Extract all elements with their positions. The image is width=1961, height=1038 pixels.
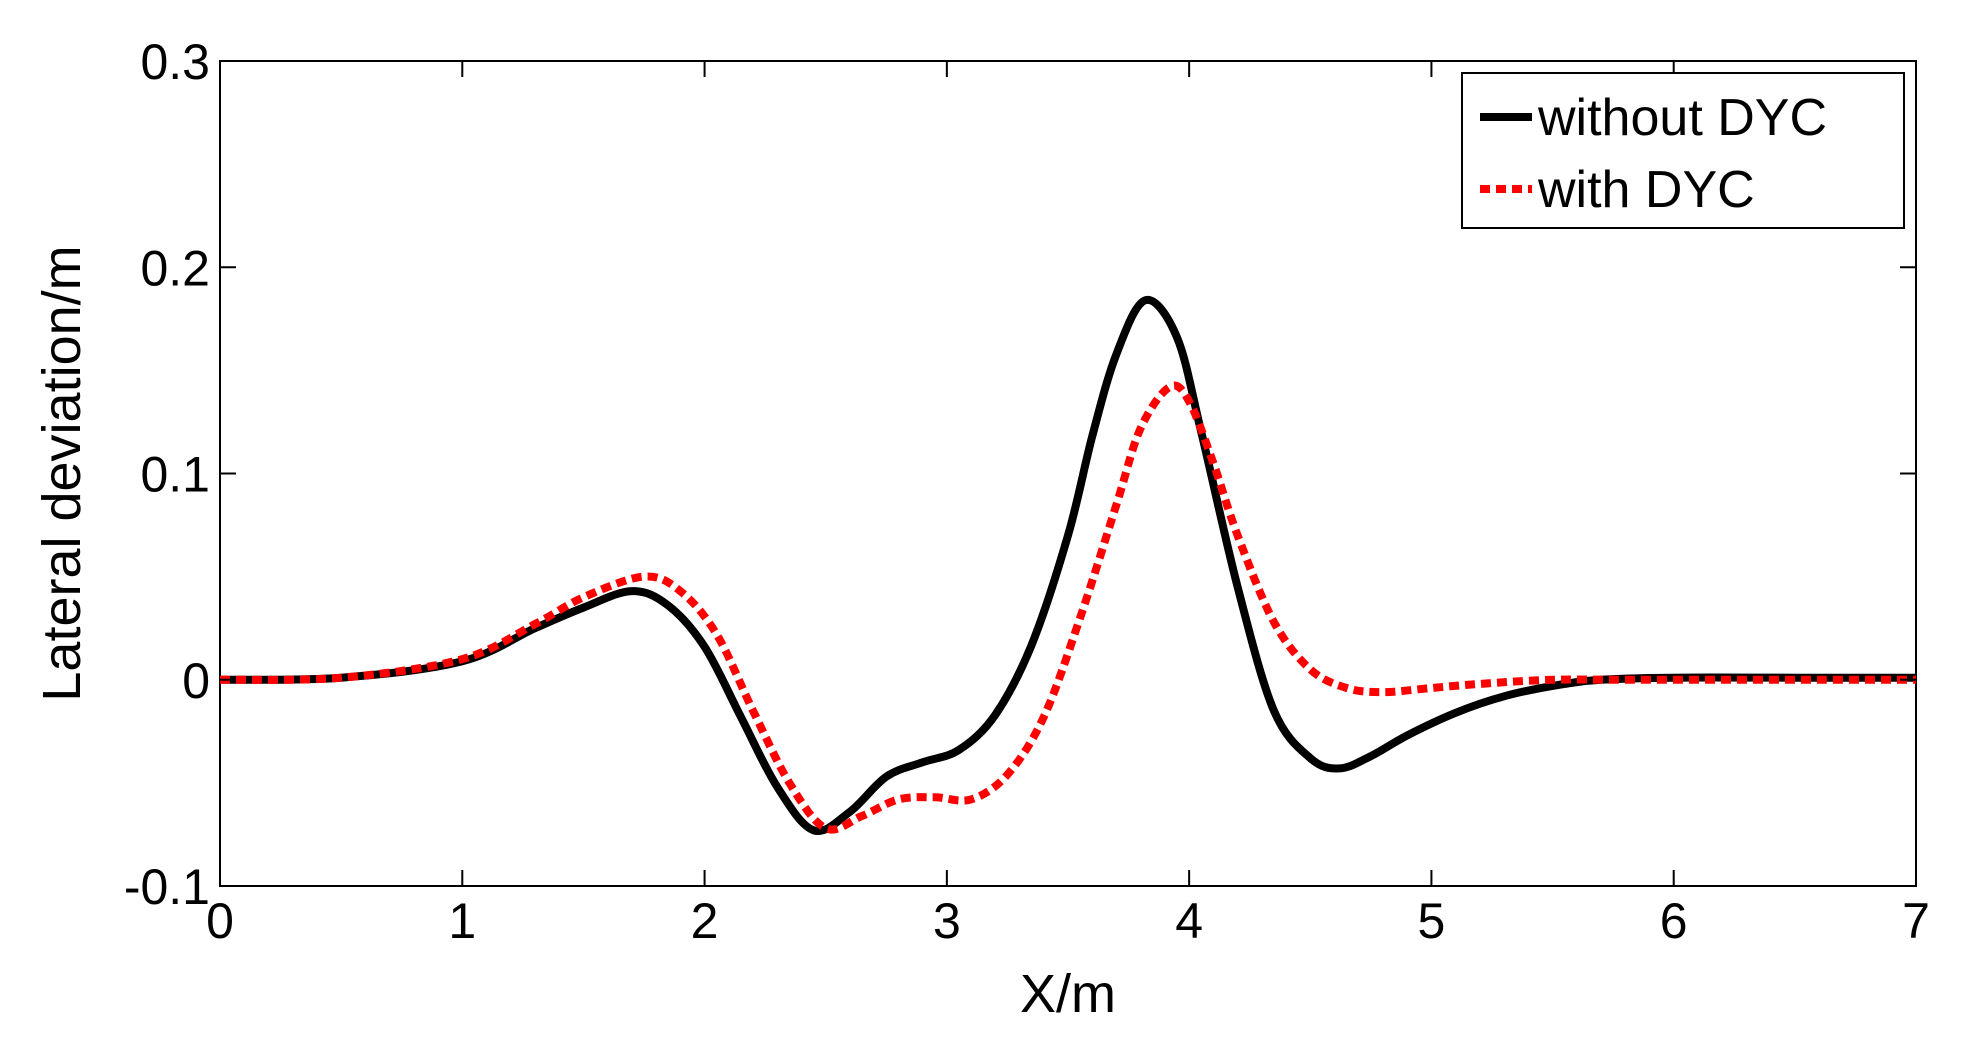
legend: without DYC with DYC <box>1461 72 1905 229</box>
x-axis-label: X/m <box>1020 964 1116 1024</box>
y-tick-label: 0.1 <box>140 447 210 503</box>
series-line-with-dyc <box>219 381 1916 834</box>
y-tick-label: 0.2 <box>140 240 210 296</box>
legend-box <box>1461 72 1905 229</box>
y-tick-label: 0 <box>182 653 210 709</box>
x-tick-label: 4 <box>1175 893 1203 949</box>
y-tick-label: 0.3 <box>140 34 210 90</box>
ticks-layer: 0 1 2 3 4 5 6 7-0.100.10.20.3 <box>124 34 1930 949</box>
y-axis-label: Lateral deviation/m <box>32 245 92 701</box>
x-tick-label: 2 <box>691 893 719 949</box>
x-tick-label: 1 <box>448 893 476 949</box>
x-tick-label: 3 <box>933 893 961 949</box>
legend-label-without-dyc: without DYC <box>1537 89 1827 147</box>
x-tick-label: 5 <box>1418 893 1446 949</box>
series-line-without-dyc <box>219 296 1916 836</box>
x-tick-label: 0 <box>206 893 234 949</box>
series-layer <box>219 296 1916 836</box>
y-tick-label: -0.1 <box>124 859 210 915</box>
legend-label-with-dyc: with DYC <box>1537 161 1755 219</box>
x-tick-label: 6 <box>1660 893 1688 949</box>
x-tick-label: 7 <box>1902 893 1930 949</box>
